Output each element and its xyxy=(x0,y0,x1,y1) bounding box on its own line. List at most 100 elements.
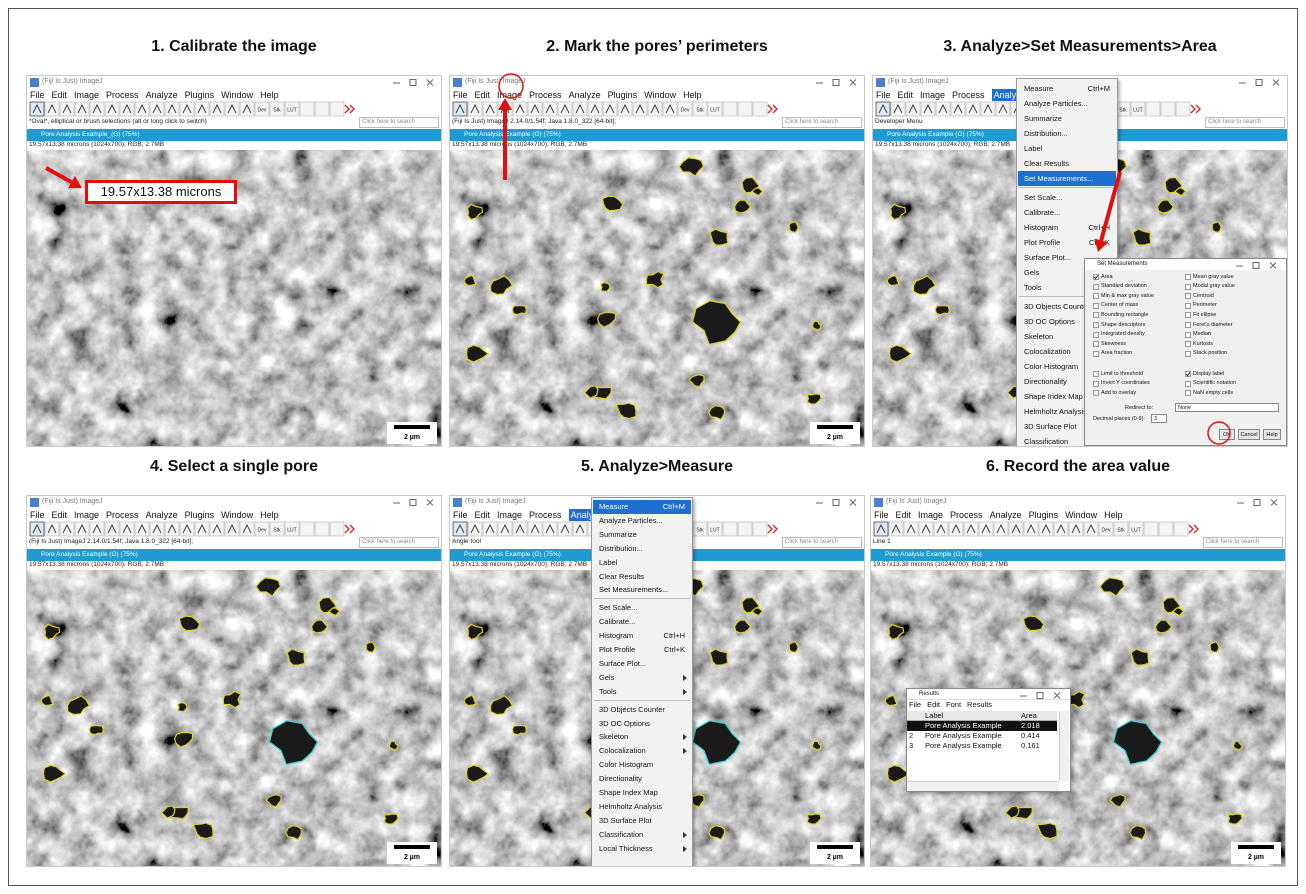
search-box[interactable]: Click here to search xyxy=(782,117,862,128)
menu-entry[interactable]: Gels xyxy=(593,671,691,685)
menu-item[interactable]: Image xyxy=(74,90,100,100)
menu-item[interactable]: Image xyxy=(497,510,523,520)
menu-entry[interactable]: Local Thickness xyxy=(593,842,691,856)
checkbox-label[interactable]: Add to overlay xyxy=(1101,389,1137,396)
menu-item[interactable]: Help xyxy=(260,90,279,100)
menu-entry[interactable]: Clear Results xyxy=(593,570,691,584)
menu-item[interactable]: Help xyxy=(260,510,279,520)
menu-entry[interactable]: 3D OC Options xyxy=(593,717,691,731)
menu-entry[interactable]: Directionality xyxy=(593,772,691,786)
menu-item[interactable]: Process xyxy=(529,510,562,520)
decimal-input[interactable]: 3 xyxy=(1151,414,1167,423)
menu-entry[interactable]: Distribution... xyxy=(593,542,691,556)
menu-item[interactable]: Edit xyxy=(51,90,68,100)
checkbox-label[interactable]: Feret's diameter xyxy=(1193,321,1233,328)
menu-item[interactable]: Edit xyxy=(895,510,912,520)
menu-item[interactable]: Image xyxy=(497,90,523,100)
menu-item[interactable]: Edit xyxy=(474,90,491,100)
menu-item[interactable]: Plugins xyxy=(1028,510,1059,520)
menu-entry[interactable]: Analyze Particles... xyxy=(593,514,691,528)
checkbox-label[interactable]: Area fraction xyxy=(1101,350,1133,357)
menu-item[interactable]: Window xyxy=(221,510,254,520)
menu-entry[interactable]: Color Histogram xyxy=(593,758,691,772)
menu-entry[interactable]: 3D OC Options xyxy=(1018,314,1116,329)
menu-entry[interactable]: 3D Objects Counter xyxy=(593,703,691,717)
menu-item[interactable]: File xyxy=(909,700,922,709)
menu-item[interactable]: Process xyxy=(952,90,985,100)
menu-item[interactable]: Plugins xyxy=(184,90,215,100)
menu-entry[interactable]: 3D Surface Plot xyxy=(1018,419,1116,434)
menu-entry[interactable]: Tools xyxy=(593,685,691,699)
menu-item[interactable]: Process xyxy=(106,510,139,520)
checkbox-label[interactable]: Min & max gray value xyxy=(1101,292,1154,299)
menu-item[interactable]: Help xyxy=(1104,510,1123,520)
menu-item[interactable]: Plugins xyxy=(607,90,638,100)
checkbox-label[interactable]: Kurtosis xyxy=(1193,340,1213,347)
menu-entry[interactable]: Calibrate... xyxy=(1018,205,1116,220)
checkbox-label[interactable]: Modal gray value xyxy=(1193,283,1235,290)
menu-entry[interactable]: Set Scale... xyxy=(1018,190,1116,205)
search-box[interactable]: Click here to search xyxy=(359,117,439,128)
checkbox-label[interactable]: NaN empty cells xyxy=(1193,389,1234,396)
menu-item[interactable]: Edit xyxy=(927,700,941,709)
checkbox-label[interactable]: Stack position xyxy=(1193,350,1228,357)
menu-item[interactable]: File xyxy=(30,510,45,520)
menu-item[interactable]: Edit xyxy=(474,510,491,520)
menu-entry[interactable]: Calibrate... xyxy=(593,615,691,629)
menu-entry[interactable]: Surface Plot... xyxy=(1018,250,1116,265)
search-box[interactable]: Click here to search xyxy=(782,537,862,548)
menu-entry[interactable]: Set Scale... xyxy=(593,601,691,615)
search-box[interactable]: Click here to search xyxy=(1203,537,1283,548)
menu-item[interactable]: File xyxy=(874,510,889,520)
menu-item[interactable]: Process xyxy=(950,510,983,520)
menu-entry[interactable]: Surface Plot... xyxy=(593,657,691,671)
menu-item[interactable]: Analyze xyxy=(568,90,601,100)
menu-item[interactable]: Analyze xyxy=(989,510,1022,520)
checkbox-label[interactable]: Bounding rectangle xyxy=(1101,311,1149,318)
checkbox-label[interactable]: Skewness xyxy=(1101,340,1127,347)
menu-entry[interactable]: Colocalization xyxy=(593,744,691,758)
checkbox-label[interactable]: Shape descriptors xyxy=(1101,321,1146,328)
menu-entry[interactable]: Set Measurements... xyxy=(593,583,691,597)
menu-entry[interactable]: Set Measurements... xyxy=(1018,171,1116,186)
checkbox-label[interactable]: Invert Y coordinates xyxy=(1101,380,1150,387)
checkbox-label[interactable]: Center of mass xyxy=(1101,302,1139,309)
menu-item[interactable]: File xyxy=(453,90,468,100)
checkbox-label[interactable]: Display label xyxy=(1193,370,1225,377)
menu-item[interactable]: Edit xyxy=(51,510,68,520)
menu-item[interactable]: Window xyxy=(644,90,677,100)
menu-item[interactable]: File xyxy=(30,90,45,100)
checkbox-label[interactable]: Area xyxy=(1101,273,1113,280)
menu-entry[interactable]: Plot Profile Ctrl+K xyxy=(593,643,691,657)
search-box[interactable]: Click here to search xyxy=(1205,117,1285,128)
menu-entry[interactable]: Measure Ctrl+M xyxy=(593,500,691,514)
checkbox-label[interactable]: Limit to threshold xyxy=(1101,370,1143,377)
menu-entry[interactable]: Summarize xyxy=(1018,111,1116,126)
menu-item[interactable]: Analyze xyxy=(145,90,178,100)
menu-entry[interactable]: 3D Surface Plot xyxy=(593,814,691,828)
menu-entry[interactable]: Summarize xyxy=(593,528,691,542)
menu-entry[interactable]: Shape Index Map xyxy=(593,786,691,800)
menu-item[interactable]: Results xyxy=(967,700,993,709)
search-box[interactable]: Click here to search xyxy=(359,537,439,548)
checkbox-label[interactable]: Scientific notation xyxy=(1193,380,1237,387)
checkbox-label[interactable]: Mean gray value xyxy=(1193,273,1234,280)
menu-item[interactable]: Analyze xyxy=(145,510,178,520)
menu-entry[interactable]: Clear Results xyxy=(1018,156,1116,171)
checkbox-label[interactable]: Perimeter xyxy=(1193,302,1217,309)
menu-entry[interactable]: Shape Index Map xyxy=(1018,389,1116,404)
menu-item[interactable]: Window xyxy=(221,90,254,100)
menu-entry[interactable]: Skeleton xyxy=(593,730,691,744)
checkbox-label[interactable]: Standard deviation xyxy=(1101,283,1147,290)
menu-item[interactable]: File xyxy=(453,510,468,520)
menu-entry[interactable]: Color Histogram xyxy=(1018,359,1116,374)
menu-entry[interactable]: 3D Objects Counter xyxy=(1018,299,1116,314)
menu-item[interactable]: Font xyxy=(946,700,962,709)
menu-entry[interactable]: Analyze Particles... xyxy=(1018,96,1116,111)
menu-item[interactable]: Plugins xyxy=(184,510,215,520)
dialog-button[interactable]: OK xyxy=(1219,429,1235,440)
menu-item[interactable]: Process xyxy=(529,90,562,100)
checkbox-label[interactable]: Integrated density xyxy=(1101,331,1145,338)
menu-item[interactable]: Window xyxy=(1065,510,1098,520)
menu-entry[interactable]: Label xyxy=(593,556,691,570)
